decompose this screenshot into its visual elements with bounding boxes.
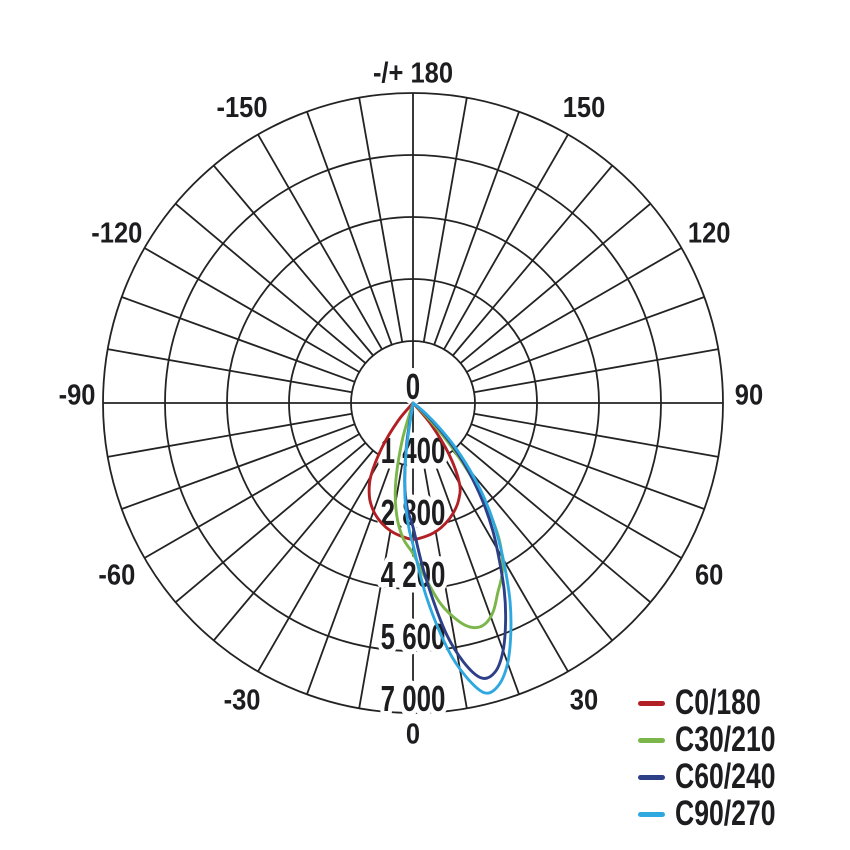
grid-spoke	[121, 423, 356, 510]
grid-spoke	[452, 449, 613, 642]
angle-label--90: -90	[59, 378, 96, 411]
grid-spoke	[213, 164, 374, 357]
grid-spoke	[422, 97, 468, 343]
grid-spoke	[473, 412, 719, 458]
grid-spoke	[306, 460, 393, 695]
angle-label-0: 0	[406, 717, 420, 750]
angle-label-90: 90	[735, 378, 763, 411]
legend-item-c90-270: C90/270	[638, 796, 807, 832]
grid-spoke	[121, 296, 356, 383]
grid-spoke	[459, 442, 652, 603]
grid-spoke	[473, 348, 719, 394]
angle-label-30: 30	[570, 683, 598, 716]
radial-tick-label-4200: 4 200	[381, 555, 446, 595]
grid-spoke	[466, 433, 682, 559]
grid-spoke	[443, 134, 569, 350]
grid-spoke	[459, 203, 652, 364]
grid-spoke	[144, 247, 360, 373]
angle-label-120: 120	[688, 216, 731, 249]
grid-spoke	[452, 164, 613, 357]
grid-spoke	[358, 97, 404, 343]
grid-spoke	[433, 460, 520, 695]
grid-spoke	[470, 423, 705, 510]
angle-label--60: -60	[98, 558, 135, 591]
legend-item-c0-180: C0/180	[638, 685, 807, 721]
legend-item-c60-240: C60/240	[638, 759, 807, 795]
grid-spoke	[443, 456, 569, 672]
legend-label-c60-240: C60/240	[675, 757, 776, 796]
angle-label-150: 150	[563, 91, 606, 124]
radial-tick-label-7000: 7 000	[381, 679, 446, 719]
angle-label--30: -30	[224, 683, 261, 716]
legend-label-c30-210: C30/210	[675, 720, 776, 759]
angle-label--120: -120	[91, 216, 142, 249]
grid-spoke	[306, 111, 393, 346]
grid-spoke	[174, 203, 367, 364]
legend-item-c30-210: C30/210	[638, 722, 807, 758]
grid-spoke	[257, 456, 383, 672]
legend-label-c0-180: C0/180	[675, 683, 761, 722]
grid-spoke	[257, 134, 383, 350]
radial-tick-label-0: 0	[406, 367, 420, 407]
grid-spoke	[213, 449, 374, 642]
grid-spoke	[107, 348, 353, 394]
radial-tick-label-1400: 1 400	[381, 431, 446, 471]
curve-C90-270	[403, 401, 513, 695]
legend-label-c90-270: C90/270	[675, 794, 776, 833]
grid-spoke	[466, 247, 682, 373]
legend-swatch-c90-270	[638, 811, 665, 817]
grid-spoke	[144, 433, 360, 559]
grid-spoke	[107, 412, 353, 458]
grid-spoke	[174, 442, 367, 603]
legend-swatch-c30-210	[638, 737, 665, 743]
polar-grid	[102, 92, 724, 714]
legend-swatch-c60-240	[638, 774, 665, 780]
angle-label--150: -150	[216, 91, 267, 124]
legend: C0/180 C30/210 C60/240 C90/270	[638, 685, 807, 833]
grid-spoke	[470, 296, 705, 383]
angle-label-180: -/+ 180	[373, 56, 453, 89]
legend-swatch-c0-180	[638, 700, 665, 706]
angle-label-60: 60	[695, 558, 723, 591]
grid-spoke	[433, 111, 520, 346]
